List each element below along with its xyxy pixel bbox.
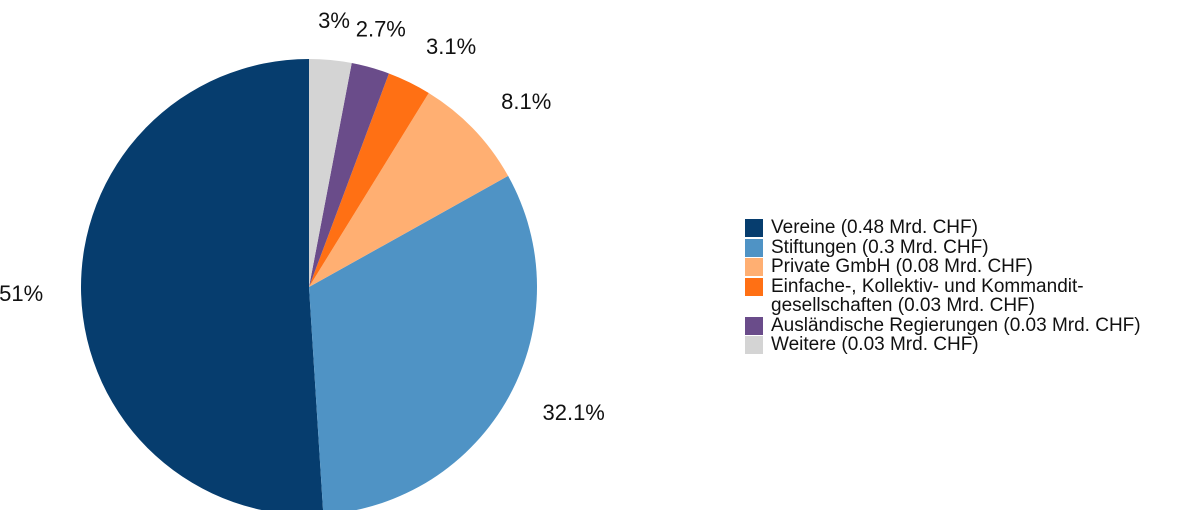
data-label: 32.1% — [542, 400, 604, 425]
legend-label: Ausländische Regierungen (0.03 Mrd. CHF) — [771, 314, 1141, 336]
pie-slice — [309, 59, 352, 287]
legend-swatch — [745, 336, 763, 354]
pie-slice — [81, 59, 324, 510]
pie-slice — [309, 92, 509, 287]
legend-swatch — [745, 219, 763, 237]
data-label: 2.7% — [356, 17, 406, 42]
legend-swatch — [745, 258, 763, 276]
legend-swatch — [745, 277, 763, 296]
pie-slice — [309, 63, 389, 287]
data-label: 8.1% — [501, 89, 551, 114]
pie-slice — [309, 73, 429, 287]
legend-item: Vereine (0.48 Mrd. CHF) — [745, 218, 1141, 238]
legend-item: Weitere (0.03 Mrd. CHF) — [745, 335, 1141, 355]
legend-label: Weitere (0.03 Mrd. CHF) — [771, 334, 979, 355]
legend-swatch — [745, 238, 763, 257]
pie-slice — [309, 175, 537, 510]
data-label: 3.1% — [426, 34, 476, 59]
chart: 51% 32.1% 8.1% 3.1% 2.7%3% — [0, 8, 605, 510]
legend-swatch — [745, 316, 763, 335]
data-label: 51% — [0, 281, 43, 306]
legend-label: Vereine (0.48 Mrd. CHF) — [771, 217, 978, 238]
legend-label: Private GmbH (0.08 Mrd. CHF) — [771, 256, 1033, 277]
legend-label: Einfache-, Kollektiv- und Kommandit- ges… — [771, 275, 1084, 316]
legend-item: Einfache-, Kollektiv- und Kommandit- ges… — [745, 275, 1141, 316]
legend-label: Stiftungen (0.3 Mrd. CHF) — [771, 236, 989, 258]
legend-item: Stiftungen (0.3 Mrd. CHF) — [745, 236, 1141, 258]
legend-item: Private GmbH (0.08 Mrd. CHF) — [745, 257, 1141, 277]
legend-item: Ausländische Regierungen (0.03 Mrd. CHF) — [745, 314, 1141, 336]
legend: Vereine (0.48 Mrd. CHF) Stiftungen (0.3 M… — [745, 218, 1141, 355]
data-label: 3% — [318, 8, 350, 33]
